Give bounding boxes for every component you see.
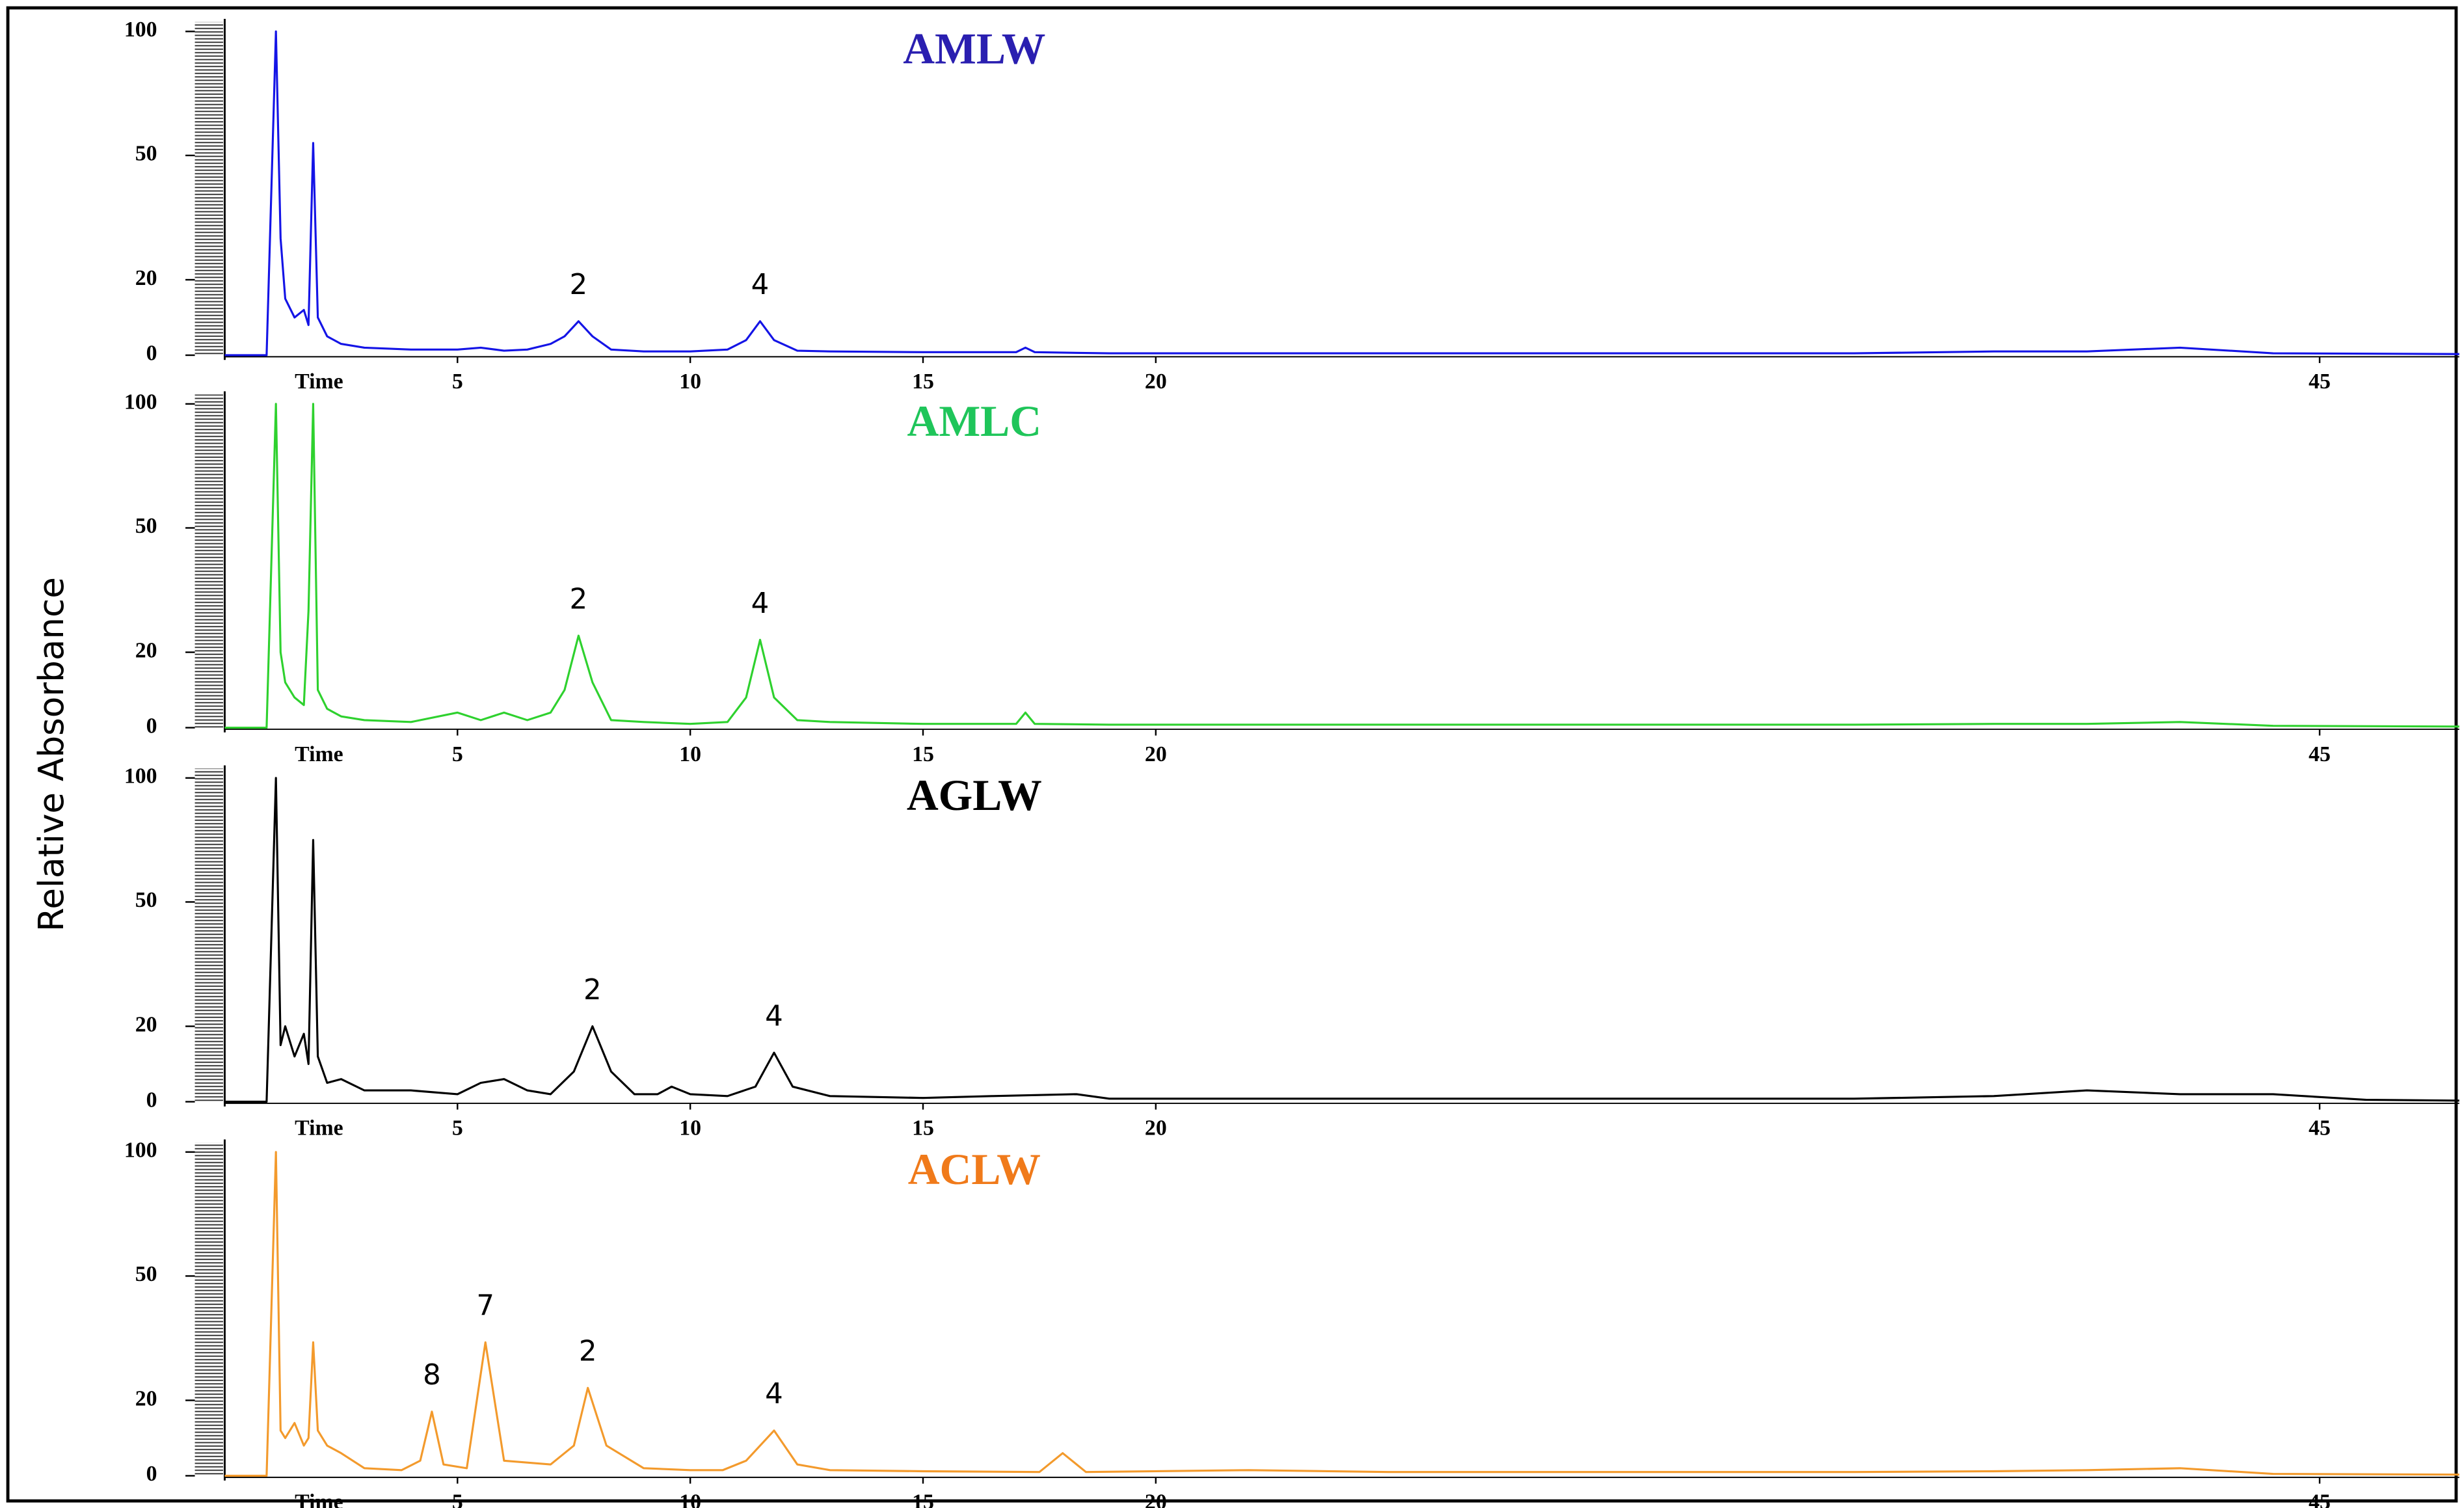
x-tick-label: 45: [2309, 370, 2331, 394]
x-tick-label: 5: [452, 370, 463, 394]
y-tick-label: 50: [135, 142, 157, 166]
y-tick-label: 20: [135, 1012, 157, 1036]
x-tick-label: 20: [1145, 1490, 1167, 1508]
x-tick-label: 15: [912, 370, 934, 394]
trace: [224, 1151, 2459, 1477]
y-tick-label: 100: [124, 18, 157, 42]
x-tick-label: 15: [912, 1490, 934, 1508]
y-axis-label: Relative Absorbance: [31, 577, 72, 932]
x-tick-label: 10: [679, 370, 701, 394]
y-tick-label: 100: [124, 1138, 157, 1163]
y-tick-label: 0: [146, 342, 157, 366]
y-ruler: [194, 1142, 224, 1476]
x-tick-label: 5: [452, 742, 463, 766]
trace: [224, 30, 2459, 357]
y-tick-label: 20: [135, 1386, 157, 1410]
peak-label: 4: [765, 1000, 783, 1032]
y-tick-label: 0: [146, 714, 157, 738]
trace: [224, 777, 2459, 1103]
x-tick-label: 20: [1145, 1116, 1167, 1140]
y-tick-label: 100: [124, 764, 157, 788]
peak-label: 4: [765, 1378, 783, 1410]
y-tick-label: 0: [146, 1088, 157, 1112]
x-tick-label: 15: [912, 742, 934, 766]
x-tick-label: 20: [1145, 742, 1167, 766]
peak-label: 4: [751, 269, 770, 301]
x-axis-label: Time: [295, 1116, 343, 1140]
peak-label: 2: [583, 974, 602, 1006]
peak-label: 2: [570, 269, 588, 301]
frame: [6, 6, 2458, 1503]
x-tick-label: 5: [452, 1116, 463, 1140]
x-axis-label: Time: [295, 370, 343, 394]
y-ruler: [194, 394, 224, 728]
peak-label: 2: [570, 583, 588, 615]
y-tick-label: 20: [135, 638, 157, 662]
y-tick-label: 50: [135, 514, 157, 538]
y-ruler: [194, 21, 224, 355]
chart-title: AMLW: [903, 25, 1045, 74]
x-tick-label: 10: [679, 1490, 701, 1508]
y-tick-label: 20: [135, 266, 157, 290]
x-tick-label: 45: [2309, 742, 2331, 766]
peak-label: 7: [476, 1290, 494, 1323]
y-tick-label: 50: [135, 888, 157, 912]
trace: [224, 403, 2459, 729]
chart-title: ACLW: [908, 1145, 1041, 1194]
chart-title: AGLW: [907, 771, 1042, 820]
peak-label: 4: [751, 587, 770, 620]
y-tick-label: 50: [135, 1262, 157, 1286]
x-tick-label: 10: [679, 1116, 701, 1140]
peak-label: 8: [423, 1359, 441, 1392]
x-tick-label: 15: [912, 1116, 934, 1140]
x-tick-label: 20: [1145, 370, 1167, 394]
y-ruler: [194, 768, 224, 1102]
peak-label: 2: [579, 1336, 597, 1368]
x-axis-label: Time: [295, 742, 343, 766]
y-tick-label: 100: [124, 390, 157, 414]
x-tick-label: 45: [2309, 1490, 2331, 1508]
y-tick-label: 0: [146, 1462, 157, 1486]
x-axis-label: Time: [295, 1490, 343, 1508]
chart-title: AMLC: [907, 397, 1042, 446]
x-tick-label: 10: [679, 742, 701, 766]
x-tick-label: 5: [452, 1490, 463, 1508]
x-tick-label: 45: [2309, 1116, 2331, 1140]
